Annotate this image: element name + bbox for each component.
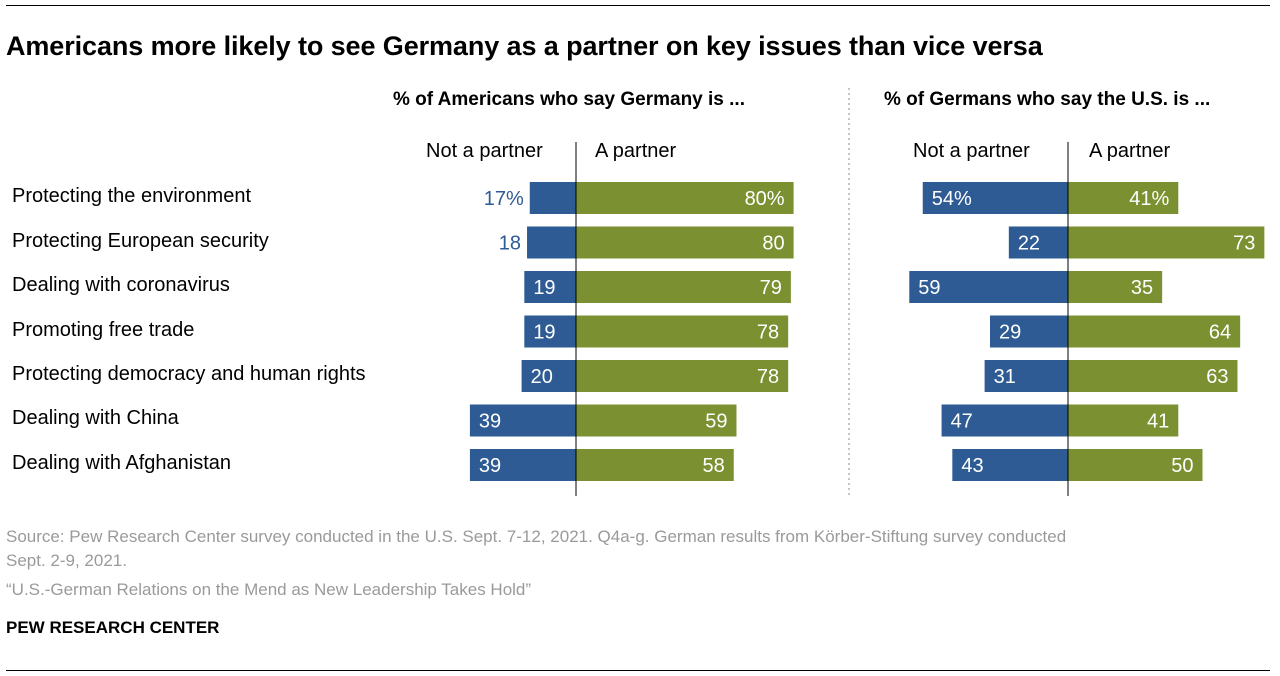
germans-partner-label-0: 41% — [1129, 188, 1169, 210]
germans-partner-label-2: 35 — [1131, 277, 1153, 299]
americans-partner-bar-4 — [576, 360, 789, 392]
panel-title-americans: % of Americans who say Germany is ... — [393, 89, 745, 110]
americans-partner-label-0: 80% — [745, 188, 785, 210]
americans-partner-bar-6 — [576, 449, 734, 481]
americans-partner-bar-1 — [576, 226, 794, 259]
germans-not-partner-label-4: 31 — [994, 366, 1016, 388]
row-label-china: Dealing with China — [12, 407, 179, 429]
americans-partner-header: A partner — [595, 140, 677, 162]
germans-not-partner-header: Not a partner — [913, 140, 1030, 162]
germans-not-partner-bar-2 — [909, 271, 1068, 303]
germans-partner-header: A partner — [1089, 140, 1171, 162]
americans-partner-bar-5 — [576, 404, 737, 437]
germans-not-partner-label-1: 22 — [1018, 233, 1040, 255]
germans-partner-bar-5 — [1068, 404, 1179, 437]
americans-partner-label-2: 79 — [760, 277, 782, 299]
source-line-2: Sept. 2-9, 2021. — [6, 551, 127, 570]
americans-not-partner-header: Not a partner — [426, 140, 543, 162]
americans-partner-label-6: 58 — [703, 455, 725, 477]
americans-not-partner-label-6: 39 — [479, 455, 501, 477]
source-line-1: Source: Pew Research Center survey condu… — [6, 527, 1067, 546]
germans-not-partner-label-3: 29 — [999, 322, 1021, 344]
row-label-european-security: Protecting European security — [12, 230, 269, 252]
germans-partner-label-1: 73 — [1233, 233, 1255, 255]
germans-partner-label-4: 63 — [1206, 366, 1228, 388]
germans-not-partner-bar-4 — [984, 360, 1068, 392]
americans-not-partner-label-4: 20 — [531, 366, 553, 388]
germans-partner-bar-2 — [1068, 271, 1163, 303]
americans-not-partner-bar-1 — [527, 226, 576, 259]
row-label-environment: Protecting the environment — [12, 185, 252, 207]
americans-partner-label-1: 80 — [762, 233, 784, 255]
americans-not-partner-label-3: 19 — [533, 322, 555, 344]
americans-partner-bar-2 — [576, 271, 791, 303]
germans-partner-label-3: 64 — [1209, 322, 1231, 344]
germans-not-partner-bar-0 — [922, 182, 1068, 214]
bottom-rule — [6, 670, 1270, 671]
chart-title: Americans more likely to see Germany as … — [6, 31, 1043, 61]
row-label-afghanistan: Dealing with Afghanistan — [12, 452, 232, 474]
germans-partner-label-6: 50 — [1171, 455, 1193, 477]
org-name: PEW RESEARCH CENTER — [6, 618, 220, 637]
germans-not-partner-bar-3 — [989, 315, 1068, 348]
germans-partner-bar-1 — [1068, 226, 1265, 259]
germans-not-partner-label-5: 47 — [951, 411, 973, 433]
top-rule — [6, 5, 1270, 6]
americans-not-partner-bar-3 — [524, 315, 576, 348]
germans-not-partner-bar-6 — [952, 449, 1068, 481]
germans-not-partner-label-6: 43 — [961, 455, 983, 477]
germans-partner-bar-4 — [1068, 360, 1238, 392]
americans-not-partner-label-1: 18 — [499, 233, 521, 255]
americans-partner-label-3: 78 — [757, 322, 779, 344]
americans-partner-label-5: 59 — [705, 411, 727, 433]
americans-not-partner-label-2: 19 — [533, 277, 555, 299]
americans-partner-bar-0 — [576, 182, 794, 214]
germans-partner-bar-0 — [1068, 182, 1179, 214]
americans-partner-bar-3 — [576, 315, 789, 348]
germans-partner-bar-3 — [1068, 315, 1241, 348]
americans-not-partner-label-5: 39 — [479, 411, 501, 433]
americans-not-partner-bar-6 — [469, 449, 576, 481]
americans-not-partner-bar-0 — [529, 182, 576, 214]
germans-not-partner-label-0: 54% — [932, 188, 972, 210]
germans-not-partner-bar-5 — [941, 404, 1068, 437]
row-label-free-trade: Promoting free trade — [12, 319, 195, 341]
germans-not-partner-label-2: 59 — [918, 277, 940, 299]
americans-not-partner-bar-5 — [469, 404, 576, 437]
americans-not-partner-bar-4 — [521, 360, 576, 392]
row-label-coronavirus: Dealing with coronavirus — [12, 274, 230, 296]
germans-partner-label-5: 41 — [1147, 411, 1169, 433]
germans-partner-bar-6 — [1068, 449, 1203, 481]
germans-not-partner-bar-1 — [1008, 226, 1068, 259]
americans-not-partner-label-0: 17% — [484, 188, 524, 210]
panel-title-germans: % of Germans who say the U.S. is ... — [884, 89, 1211, 110]
americans-not-partner-bar-2 — [524, 271, 576, 303]
source-line-3: “U.S.-German Relations on the Mend as Ne… — [6, 580, 532, 599]
americans-partner-label-4: 78 — [757, 366, 779, 388]
row-label-democracy: Protecting democracy and human rights — [12, 363, 366, 385]
